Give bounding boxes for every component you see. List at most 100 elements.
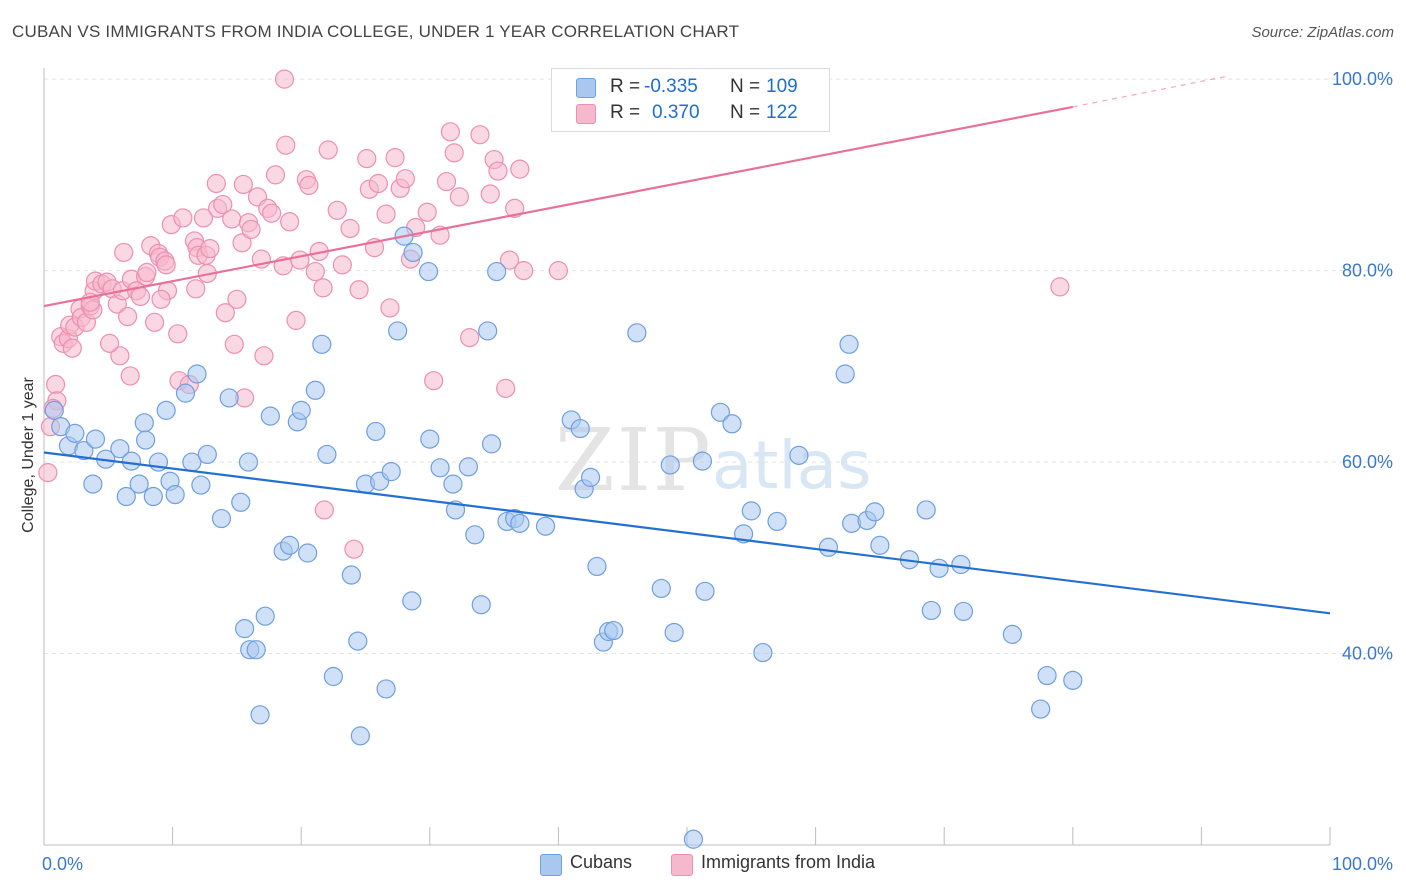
data-point — [767, 511, 787, 532]
data-point — [487, 261, 507, 282]
data-point — [305, 261, 325, 282]
trend-lines — [43, 75, 1331, 615]
data-point — [165, 485, 185, 505]
data-point — [168, 324, 188, 344]
data-point — [235, 619, 255, 639]
data-point — [710, 402, 731, 422]
india-r-value: 0.370 — [652, 102, 700, 123]
data-point — [753, 642, 773, 663]
data-point — [496, 378, 516, 398]
data-point — [870, 535, 890, 555]
data-point — [951, 554, 971, 575]
data-point — [449, 187, 469, 207]
data-point — [440, 122, 460, 142]
data-point — [83, 474, 103, 494]
data-point — [231, 492, 251, 512]
data-point — [436, 171, 457, 192]
data-point — [246, 640, 266, 660]
data-point — [280, 212, 300, 232]
data-point — [381, 462, 401, 482]
data-point — [116, 486, 136, 507]
y-tick-label: 40.0% — [1342, 644, 1393, 664]
chart-title: CUBAN VS IMMIGRANTS FROM INDIA COLLEGE, … — [12, 22, 740, 41]
data-point — [818, 537, 839, 557]
data-point — [332, 255, 352, 275]
y-tick-label: 100.0% — [1332, 69, 1393, 89]
data-point — [741, 501, 761, 521]
data-point — [274, 69, 295, 89]
data-point — [286, 310, 306, 330]
data-point — [206, 173, 226, 194]
data-point — [1050, 277, 1070, 297]
tick-labels: 40.0% 60.0% 80.0% 100.0% 0.0% 100.0% — [42, 69, 1393, 874]
data-point — [403, 242, 423, 263]
data-point — [215, 303, 235, 323]
data-point — [921, 600, 941, 621]
data-point — [664, 622, 684, 643]
data-point — [143, 486, 163, 507]
data-point — [722, 414, 742, 434]
data-point — [1037, 665, 1057, 686]
data-point — [627, 323, 647, 343]
data-point — [929, 558, 949, 578]
data-point — [535, 516, 556, 536]
data-point — [376, 679, 396, 699]
data-point — [488, 161, 508, 181]
data-point — [227, 289, 247, 309]
data-point — [388, 321, 408, 341]
data-point — [175, 383, 196, 403]
data-point — [417, 202, 437, 222]
data-point — [499, 250, 520, 270]
x-tick-label: 0.0% — [42, 854, 83, 874]
india-trend-line — [43, 105, 1074, 308]
data-point — [604, 620, 624, 641]
data-point — [481, 434, 502, 454]
data-point — [280, 535, 300, 555]
data-point — [651, 578, 671, 599]
data-point — [350, 726, 370, 746]
data-point — [200, 238, 220, 259]
data-point — [683, 829, 704, 849]
data-point — [418, 261, 439, 282]
data-point — [254, 346, 274, 366]
chart-source: Source: ZipAtlas.com — [1251, 24, 1394, 41]
data-point — [789, 445, 809, 465]
data-point — [660, 455, 680, 475]
gridlines — [44, 78, 1392, 655]
data-point — [368, 173, 388, 194]
x-tick-label: 100.0% — [1332, 854, 1393, 874]
data-point — [349, 280, 369, 300]
data-point — [186, 279, 206, 299]
india-legend-label: Immigrants from India — [701, 852, 876, 872]
data-point — [99, 333, 120, 353]
data-point — [197, 444, 217, 465]
data-point — [366, 421, 386, 442]
data-point — [376, 204, 396, 224]
data-point — [402, 591, 422, 611]
data-point — [110, 346, 130, 366]
data-point — [357, 149, 377, 169]
data-point — [470, 125, 490, 145]
data-point — [110, 439, 130, 459]
r-label: R = — [610, 76, 641, 97]
data-point — [117, 306, 138, 327]
india-trend-extension — [1072, 75, 1228, 108]
data-point — [233, 174, 253, 195]
data-point — [570, 418, 590, 439]
cubans-n-value: 109 — [766, 76, 798, 97]
data-point — [514, 261, 534, 281]
data-point — [213, 194, 233, 215]
data-point — [340, 218, 360, 239]
cubans-points — [44, 226, 1083, 849]
data-point — [276, 135, 296, 155]
data-point — [260, 406, 280, 426]
data-point — [134, 413, 154, 433]
y-tick-label: 80.0% — [1342, 261, 1393, 281]
data-point — [137, 262, 157, 283]
data-point — [458, 457, 478, 477]
data-point — [587, 556, 607, 577]
y-tick-label: 60.0% — [1342, 452, 1393, 472]
data-point — [312, 334, 332, 354]
india-n-value: 122 — [766, 102, 798, 123]
